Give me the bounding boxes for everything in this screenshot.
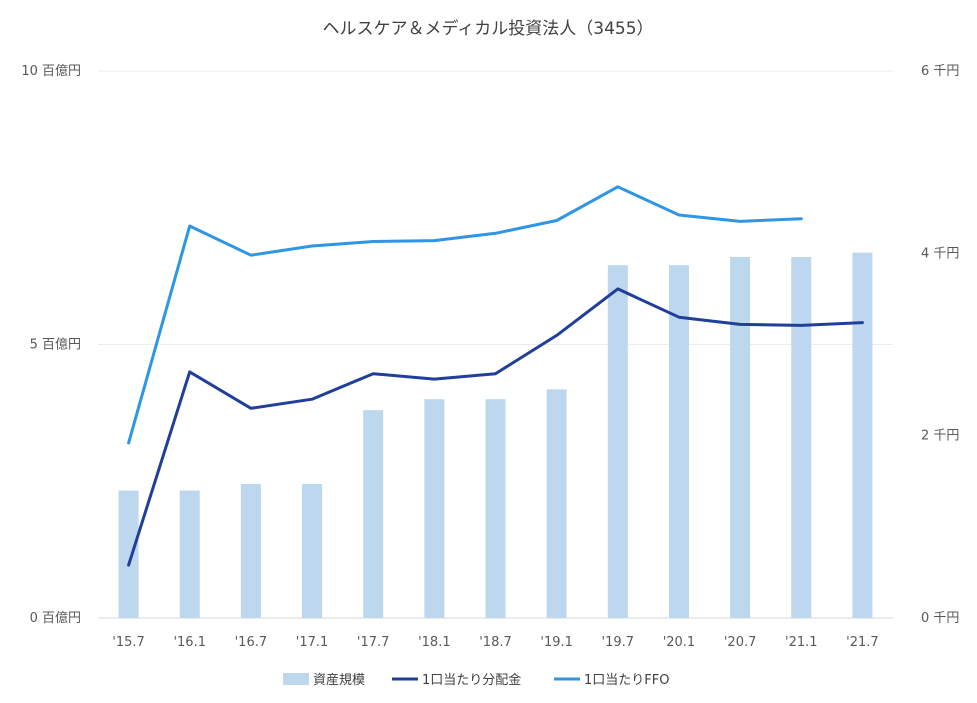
- right-axis-tick-label: 2 千円: [921, 429, 959, 444]
- line-point: [188, 224, 191, 228]
- line-point: [800, 324, 803, 327]
- bar: [546, 389, 567, 618]
- line-point: [616, 185, 620, 188]
- line-point: [433, 239, 436, 242]
- line-point: [494, 372, 497, 375]
- line-point: [127, 441, 130, 445]
- line-point: [188, 370, 191, 374]
- line-point: [800, 217, 803, 220]
- legend-label: 1口当たりFFO: [584, 673, 669, 688]
- bar: [668, 265, 689, 618]
- line-point: [310, 398, 314, 401]
- right-axis-tick-label: 0 千円: [921, 611, 959, 626]
- bar: [118, 490, 139, 618]
- line-point: [127, 563, 130, 567]
- x-axis-tick-label: '21.7: [846, 635, 879, 650]
- bar: [302, 483, 323, 618]
- left-axis-tick-label: 10 百億円: [21, 63, 81, 79]
- series-line: [127, 185, 803, 445]
- x-axis-tick-label: '16.7: [235, 635, 268, 650]
- line-series: [127, 185, 864, 567]
- line-point: [555, 334, 558, 337]
- bar: [852, 252, 873, 618]
- x-axis-ticks: '15.7 '16.1 '16.7 '17.1 '17.7 '18.1 '18.7 '19.1…: [112, 635, 878, 650]
- x-axis-tick-label: '20.1: [663, 635, 696, 650]
- bar: [363, 410, 384, 618]
- left-axis-tick-label: 0 百億円: [30, 610, 81, 626]
- line-point: [677, 315, 681, 319]
- x-axis-tick-label: '17.7: [357, 635, 390, 650]
- line-point: [310, 244, 314, 248]
- line-point: [677, 213, 681, 217]
- bar: [424, 399, 445, 618]
- x-axis-tick-label: '19.1: [540, 635, 573, 650]
- right-axis-ticks: 0 千円 2 千円 4 千円 6 千円: [921, 64, 959, 626]
- right-axis-tick-label: 4 千円: [921, 246, 959, 261]
- x-axis-tick-label: '17.1: [296, 635, 329, 650]
- left-axis-ticks: 0 百億円 5 百億円 10 百億円: [21, 63, 81, 626]
- x-axis-tick-label: '21.1: [785, 635, 818, 650]
- bar: [240, 483, 261, 618]
- line-point: [249, 407, 253, 410]
- bar: [179, 490, 200, 618]
- x-axis-tick-label: '18.1: [418, 635, 451, 650]
- line-point: [555, 219, 558, 222]
- x-axis-tick-label: '16.1: [173, 635, 206, 650]
- line-point: [371, 372, 375, 375]
- bar-series: [118, 252, 873, 618]
- line-point: [738, 323, 742, 326]
- legend-swatch: [283, 673, 309, 685]
- left-axis-tick-label: 5 百億円: [30, 337, 81, 353]
- bar: [730, 256, 751, 618]
- bar: [607, 265, 628, 618]
- line-point: [616, 287, 620, 291]
- line-point: [433, 377, 436, 381]
- legend-label: 資産規模: [313, 672, 365, 688]
- x-axis-tick-label: '15.7: [112, 635, 145, 650]
- x-axis-tick-label: '18.7: [479, 635, 512, 650]
- line-point: [371, 240, 375, 243]
- legend-label: 1口当たり分配金: [422, 672, 521, 688]
- bar: [485, 399, 506, 618]
- line-point: [861, 321, 864, 324]
- line-point: [249, 253, 253, 257]
- chart-title: ヘルスケア＆メディカル投資法人（3455）: [322, 18, 653, 39]
- legend: 資産規模 1口当たり分配金 1口当たりFFO: [283, 672, 669, 688]
- x-axis-tick-label: '19.7: [602, 635, 635, 650]
- x-axis-tick-label: '20.7: [724, 635, 757, 650]
- line-point: [494, 232, 497, 235]
- right-axis-tick-label: 6 千円: [921, 64, 959, 79]
- bar: [791, 256, 812, 618]
- line-point: [738, 220, 742, 223]
